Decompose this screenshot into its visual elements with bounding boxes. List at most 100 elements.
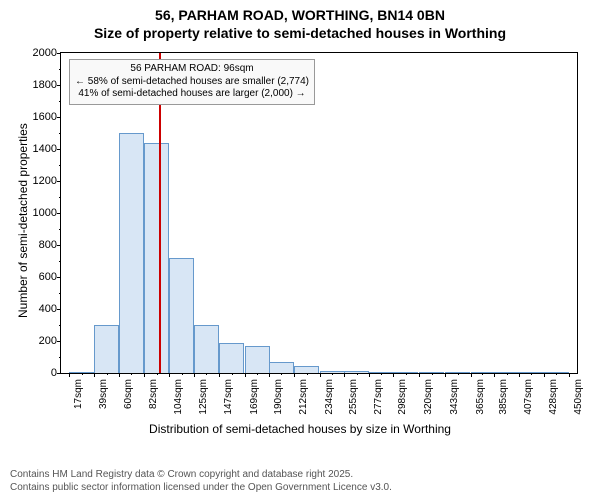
x-tick-mark (94, 373, 95, 377)
annotation-box: 56 PARHAM ROAD: 96sqm ← 58% of semi-deta… (69, 59, 315, 105)
x-tick-label: 190sqm (273, 379, 284, 415)
y-tick-mark (57, 309, 61, 310)
annot-line-2: ← 58% of semi-detached houses are smalle… (75, 76, 309, 89)
y-axis-label: Number of semi-detached properties (16, 123, 30, 318)
y-tick-mark (57, 149, 61, 150)
x-tick-mark (294, 373, 295, 377)
x-tick-label: 365sqm (475, 379, 486, 415)
x-tick-label: 343sqm (449, 379, 460, 415)
x-tick-label: 385sqm (498, 379, 509, 415)
x-tick-label: 104sqm (173, 379, 184, 415)
footer-line-1: Contains HM Land Registry data © Crown c… (10, 468, 392, 481)
x-minor-tick (157, 373, 158, 375)
x-tick-mark (344, 373, 345, 377)
x-tick-mark (219, 373, 220, 377)
histogram-bar (219, 343, 244, 373)
x-tick-mark (369, 373, 370, 377)
x-tick-mark (269, 373, 270, 377)
x-tick-label: 298sqm (397, 379, 408, 415)
x-minor-tick (507, 373, 508, 375)
x-minor-tick (206, 373, 207, 375)
x-minor-tick (357, 373, 358, 375)
x-tick-mark (119, 373, 120, 377)
footer-credits: Contains HM Land Registry data © Crown c… (10, 468, 392, 494)
x-tick-label: 277sqm (373, 379, 384, 415)
chart-title: 56, PARHAM ROAD, WORTHING, BN14 0BN Size… (0, 0, 600, 42)
x-tick-mark (494, 373, 495, 377)
histogram-bar (169, 258, 194, 373)
y-tick-mark (57, 373, 61, 374)
x-minor-tick (82, 373, 83, 375)
histogram-bar (119, 133, 144, 373)
x-minor-tick (432, 373, 433, 375)
x-minor-tick (531, 373, 532, 375)
x-minor-tick (406, 373, 407, 375)
x-tick-label: 450sqm (573, 379, 584, 415)
x-minor-tick (307, 373, 308, 375)
x-minor-tick (182, 373, 183, 375)
x-axis-label: Distribution of semi-detached houses by … (0, 422, 600, 436)
x-minor-tick (381, 373, 382, 375)
x-tick-label: 407sqm (523, 379, 534, 415)
x-tick-label: 17sqm (73, 379, 84, 409)
x-tick-mark (544, 373, 545, 377)
x-tick-label: 147sqm (223, 379, 234, 415)
x-tick-label: 320sqm (423, 379, 434, 415)
title-line-2: Size of property relative to semi-detach… (0, 24, 600, 42)
x-tick-mark (569, 373, 570, 377)
y-tick-mark (57, 53, 61, 54)
x-minor-tick (458, 373, 459, 375)
x-minor-tick (482, 373, 483, 375)
x-tick-label: 60sqm (123, 379, 134, 409)
x-minor-tick (332, 373, 333, 375)
x-minor-tick (232, 373, 233, 375)
plot-area: 56 PARHAM ROAD: 96sqm ← 58% of semi-deta… (60, 52, 578, 374)
y-tick-mark (57, 341, 61, 342)
x-tick-mark (69, 373, 70, 377)
x-tick-mark (393, 373, 394, 377)
x-minor-tick (281, 373, 282, 375)
histogram-bar (94, 325, 119, 373)
x-tick-label: 39sqm (98, 379, 109, 409)
x-tick-label: 169sqm (249, 379, 260, 415)
x-minor-tick (131, 373, 132, 375)
y-minor-tick (59, 229, 61, 230)
x-tick-mark (445, 373, 446, 377)
x-tick-mark (169, 373, 170, 377)
x-tick-mark (245, 373, 246, 377)
y-minor-tick (59, 325, 61, 326)
y-tick-mark (57, 117, 61, 118)
y-minor-tick (59, 293, 61, 294)
x-tick-label: 212sqm (298, 379, 309, 415)
histogram-bar (269, 362, 294, 373)
x-tick-label: 428sqm (548, 379, 559, 415)
histogram-bar (144, 143, 169, 373)
y-minor-tick (59, 69, 61, 70)
x-minor-tick (107, 373, 108, 375)
y-tick-mark (57, 277, 61, 278)
x-tick-mark (144, 373, 145, 377)
y-tick-mark (57, 245, 61, 246)
histogram-bar (294, 366, 319, 373)
y-minor-tick (59, 133, 61, 134)
x-minor-tick (556, 373, 557, 375)
y-minor-tick (59, 261, 61, 262)
x-tick-label: 255sqm (348, 379, 359, 415)
x-tick-mark (320, 373, 321, 377)
histogram-bar (245, 346, 270, 373)
chart-container: 56, PARHAM ROAD, WORTHING, BN14 0BN Size… (0, 0, 600, 500)
x-tick-mark (471, 373, 472, 377)
y-minor-tick (59, 197, 61, 198)
footer-line-2: Contains public sector information licen… (10, 481, 392, 494)
x-tick-mark (194, 373, 195, 377)
x-tick-label: 82sqm (148, 379, 159, 409)
x-tick-label: 125sqm (198, 379, 209, 415)
title-line-1: 56, PARHAM ROAD, WORTHING, BN14 0BN (0, 6, 600, 24)
x-tick-label: 234sqm (324, 379, 335, 415)
y-tick-mark (57, 85, 61, 86)
y-tick-mark (57, 213, 61, 214)
y-minor-tick (59, 165, 61, 166)
x-tick-mark (419, 373, 420, 377)
y-minor-tick (59, 357, 61, 358)
y-tick-mark (57, 181, 61, 182)
